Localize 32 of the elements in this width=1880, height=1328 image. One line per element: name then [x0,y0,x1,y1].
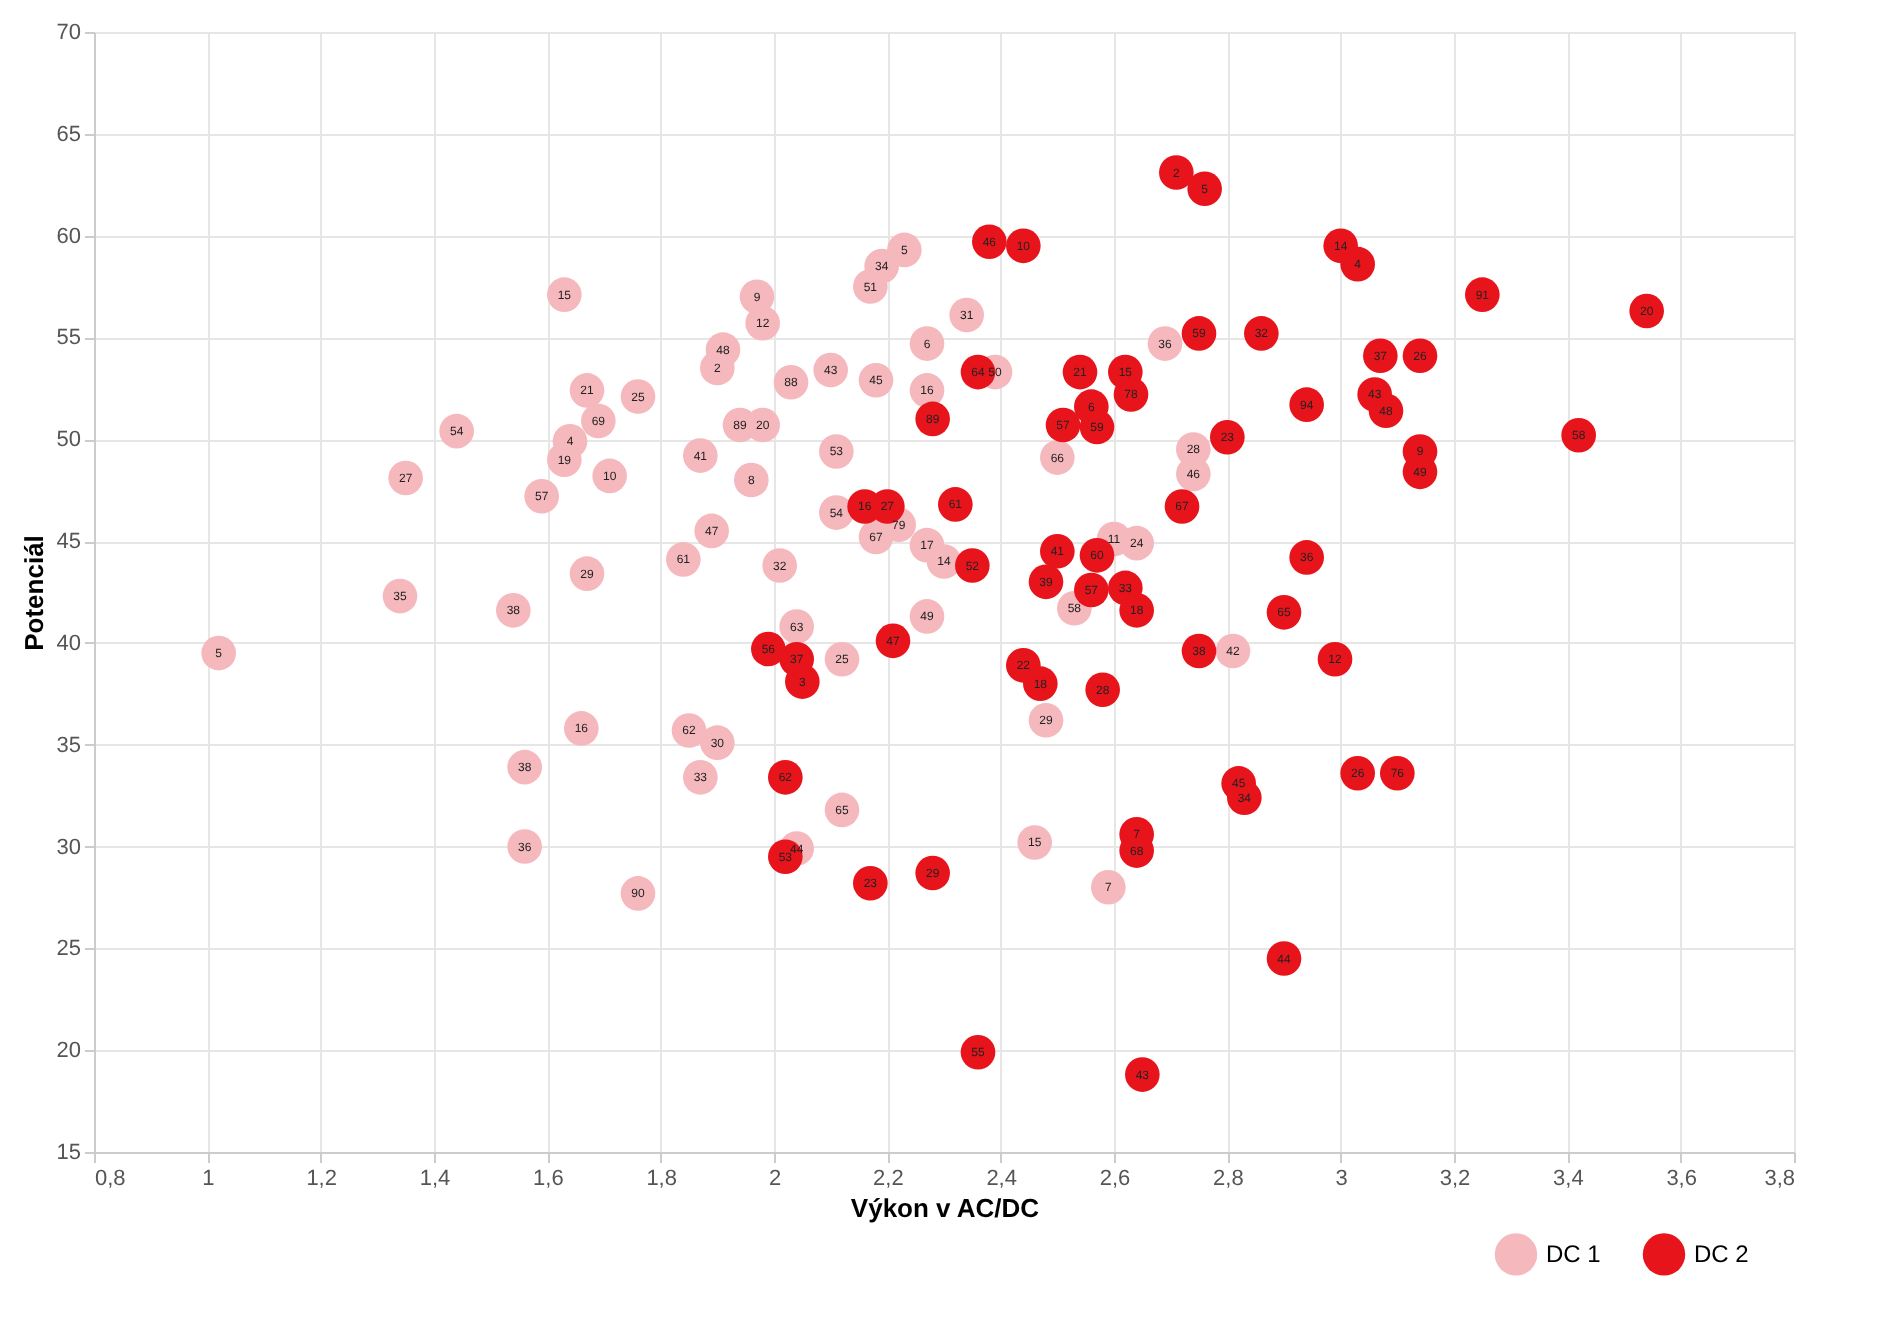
x-tick-label: 1,6 [533,1167,564,1191]
legend-label: DC 1 [1546,1240,1602,1269]
x-tick-label: 1 [202,1167,215,1191]
x-tick-label: 3,6 [1666,1167,1697,1191]
x-tick-label: 2,4 [986,1167,1017,1191]
y-tick-label: 60 [56,224,81,249]
y-tick-label: 50 [56,428,81,453]
x-tick-label: 1,8 [646,1167,677,1191]
y-tick-label: 25 [56,937,81,962]
y-axis-title: Potenciál [18,535,49,651]
y-tick-label: 30 [56,835,81,860]
legend-label: DC 2 [1694,1240,1750,1269]
x-tick-label: 3,8 [1764,1167,1795,1191]
x-tick-label: 0,8 [95,1167,126,1191]
x-tick-label: 3,4 [1553,1167,1584,1191]
x-tick-label: 3,2 [1439,1167,1471,1191]
x-tick-label: 2,8 [1213,1167,1244,1191]
x-tick-label: 2,6 [1099,1167,1131,1191]
x-tick-label: 2 [768,1167,782,1191]
y-tick-label: 55 [56,326,81,351]
y-tick-label: 65 [56,122,81,147]
x-tick-label: 2,2 [873,1167,904,1191]
y-tick-label: 40 [56,631,81,656]
y-tick-label: 15 [56,1141,81,1165]
x-tick-label: 3 [1335,1167,1348,1191]
x-tick-label: 1,2 [306,1167,337,1191]
x-tick-label: 1,4 [419,1167,451,1191]
y-tick-label: 45 [56,530,81,555]
y-tick-label: 70 [56,21,81,45]
y-tick-label: 35 [56,733,81,758]
x-axis-title: Výkon v AC/DC [850,1193,1041,1223]
y-tick-label: 20 [56,1039,81,1064]
